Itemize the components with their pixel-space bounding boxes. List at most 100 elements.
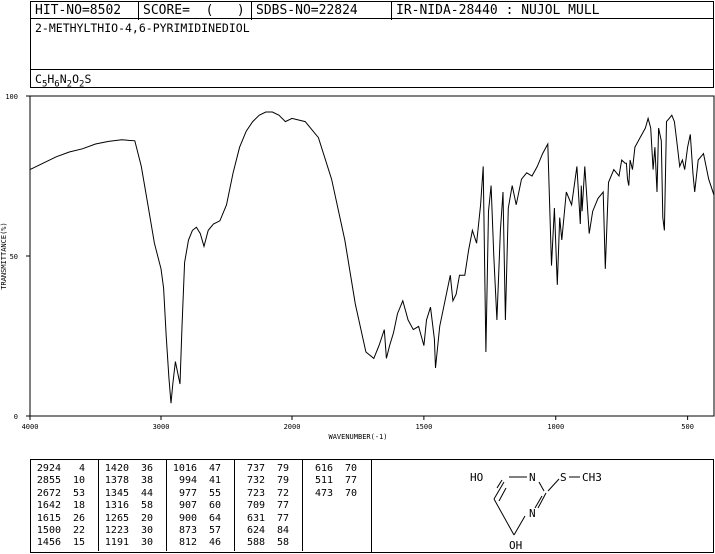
molecular-formula-text: C5H6N2O2S [35, 72, 92, 90]
peak-wavenumber: 624 [246, 524, 265, 536]
peak-row: 907 60 [167, 500, 234, 512]
peak-row: 1345 44 [99, 488, 166, 500]
peak-transmittance: 58 [140, 500, 153, 512]
peak-row: 616 70 [303, 463, 371, 475]
peak-wavenumber: 616 [314, 463, 333, 474]
bond [547, 478, 560, 492]
atom-label-s: S [560, 471, 567, 484]
y-tick-label: 0 [14, 413, 18, 421]
spectrum-line [29, 111, 715, 404]
peak-transmittance: 60 [208, 500, 221, 512]
peak-transmittance: 58 [276, 537, 289, 549]
peak-wavenumber: 1316 [104, 500, 129, 512]
ir-spectrum-chart: 4000 3000 2000 1500 1000 500 0 50 100 TRANSMITTA… [0, 93, 715, 441]
peak-wavenumber: 723 [246, 487, 265, 499]
peak-row: 812 46 [167, 537, 234, 549]
structure-box: HO N S CH3 N OH [371, 459, 714, 553]
peak-transmittance: 4 [78, 463, 85, 474]
peak-wavenumber: 709 [246, 500, 265, 512]
peak-row: 737 79 [235, 463, 302, 475]
peak-row: 1191 30 [99, 537, 166, 549]
peak-row: 2672 53 [31, 488, 98, 500]
peak-row: 1615 26 [31, 513, 98, 525]
peak-wavenumber: 2855 [36, 475, 61, 487]
peak-row: 2924 4 [31, 463, 98, 475]
ir-code: IR-NIDA-28440 : NUJOL MULL [396, 3, 600, 18]
compound-box: 2-METHYLTHIO-4,6-PYRIMIDINEDIOL C5H6N2O2… [30, 18, 714, 89]
peak-wavenumber: 473 [314, 487, 333, 499]
atom-label-ch3: CH3 [582, 471, 602, 484]
peak-wavenumber: 511 [314, 475, 333, 487]
peak-transmittance: 20 [140, 512, 153, 524]
peak-row: 1223 30 [99, 525, 166, 537]
bond [513, 515, 526, 536]
peak-row: 473 70 [303, 488, 371, 500]
peak-wavenumber: 1345 [104, 487, 129, 499]
peak-row: 994 41 [167, 475, 234, 487]
x-axis-label: WAVENUMBER(-1) [328, 433, 387, 441]
peak-transmittance: 70 [344, 487, 357, 499]
compound-name: 2-METHYLTHIO-4,6-PYRIMIDINEDIOL [35, 21, 250, 35]
x-tick-label: 3000 [153, 423, 170, 431]
peak-transmittance: 30 [140, 537, 153, 549]
peak-row: 1456 15 [31, 537, 98, 549]
atom-label-ho: HO [470, 471, 483, 484]
peak-transmittance: 79 [276, 475, 289, 487]
peak-column: 737 79 732 79 723 72 709 77 631 77 624 84 588 58 [235, 460, 303, 551]
molecular-formula: C5H6N2O2S [35, 72, 91, 89]
sdbs-no: SDBS-NO=22824 [252, 2, 392, 20]
bond [493, 481, 505, 500]
peak-row: 1316 58 [99, 500, 166, 512]
peak-transmittance: 10 [72, 475, 85, 487]
peak-row: 977 55 [167, 488, 234, 500]
atom-label-oh: OH [509, 539, 522, 552]
plot-frame [29, 95, 715, 417]
peak-row: 1642 18 [31, 500, 98, 512]
peak-wavenumber: 1642 [36, 500, 61, 512]
peak-row: 709 77 [235, 500, 302, 512]
peak-transmittance: 64 [208, 512, 221, 524]
peak-row: 624 84 [235, 525, 302, 537]
peak-wavenumber: 873 [178, 524, 197, 536]
molecule-structure: HO N S CH3 N OH [470, 471, 602, 552]
peak-wavenumber: 2672 [36, 487, 61, 499]
peak-wavenumber: 1265 [104, 512, 129, 524]
peak-column: 2924 4 2855 10 2672 53 1642 18 1615 26 1500 22 1456 1… [31, 460, 99, 551]
y-axis-label: TRANSMITTANCE(%) [0, 222, 8, 289]
peak-transmittance: 22 [72, 524, 85, 536]
peak-row: 1420 36 [99, 463, 166, 475]
peak-wavenumber: 1500 [36, 524, 61, 536]
peak-row: 1016 47 [167, 463, 234, 475]
peak-wavenumber: 1191 [104, 537, 129, 549]
y-tick-label: 100 [5, 93, 18, 101]
peak-wavenumber: 737 [246, 463, 265, 474]
peak-transmittance: 30 [140, 524, 153, 536]
peak-transmittance: 46 [208, 537, 221, 549]
peak-row: 900 64 [167, 513, 234, 525]
peak-column: 1016 47 994 41 977 55 907 60 900 64 873 57 812 46 [167, 460, 235, 551]
peak-transmittance: 41 [208, 475, 221, 487]
peak-wavenumber: 588 [246, 537, 265, 549]
peak-column: 616 70 511 77 473 70 [303, 460, 371, 551]
bond [496, 479, 503, 489]
peak-row: 1378 38 [99, 475, 166, 487]
x-tick-label: 4000 [22, 423, 39, 431]
peak-transmittance: 77 [276, 512, 289, 524]
peak-transmittance: 18 [72, 500, 85, 512]
peak-row: 732 79 [235, 475, 302, 487]
peak-transmittance: 36 [140, 463, 153, 474]
peak-wavenumber: 1615 [36, 512, 61, 524]
peak-wavenumber: 1378 [104, 475, 129, 487]
peak-transmittance: 70 [344, 463, 357, 474]
peak-transmittance: 57 [208, 524, 221, 536]
peak-transmittance: 84 [276, 524, 289, 536]
x-tick-label: 500 [681, 423, 694, 431]
peak-transmittance: 79 [276, 463, 289, 474]
atom-label-n-bottom: N [529, 507, 536, 520]
peak-row: 631 77 [235, 513, 302, 525]
peak-wavenumber: 1016 [172, 463, 197, 474]
peak-row: 2855 10 [31, 475, 98, 487]
x-tick-label: 1000 [547, 423, 564, 431]
peak-transmittance: 77 [276, 500, 289, 512]
bond [534, 495, 543, 509]
